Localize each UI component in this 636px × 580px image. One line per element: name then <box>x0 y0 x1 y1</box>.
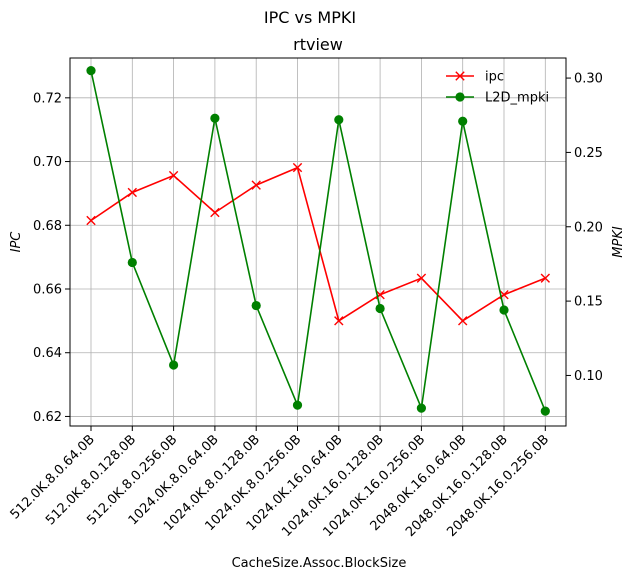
left-axis: 0.62 0.64 0.66 0.68 0.70 0.72 <box>33 91 70 425</box>
l2d-mpki-point <box>458 116 468 126</box>
ipc-point <box>416 273 427 283</box>
x-axis: 512.0K.8.0.64.0B512.0K.8.0.128.0B512.0K.… <box>8 426 552 540</box>
right-tick-label: 0.30 <box>574 72 603 87</box>
grid <box>70 58 566 426</box>
l2d-mpki-point <box>86 66 96 76</box>
left-tick-label: 0.66 <box>33 282 62 297</box>
l2d-mpki-point <box>210 113 220 123</box>
right-tick-label: 0.10 <box>574 369 603 384</box>
ipc-point <box>168 170 179 181</box>
plot-frame <box>69 57 567 427</box>
left-tick-label: 0.68 <box>33 219 62 234</box>
right-tick-label: 0.20 <box>574 220 603 235</box>
right-tick-label: 0.15 <box>574 295 603 310</box>
legend-label-ipc: ipc <box>485 70 504 85</box>
x-axis-label: CacheSize.Assoc.BlockSize <box>232 556 407 571</box>
legend-marker-ipc <box>455 71 465 81</box>
l2d-mpki-point <box>499 305 509 315</box>
l2d-mpki-point <box>540 406 550 416</box>
right-axis: 0.10 0.15 0.20 0.25 0.30 <box>566 72 603 384</box>
ipc-point <box>540 273 550 283</box>
chart-title: IPC vs MPKI <box>264 8 356 27</box>
right-tick-label: 0.25 <box>574 146 603 161</box>
ipc-point <box>458 316 468 326</box>
left-tick-label: 0.64 <box>33 346 62 361</box>
chart-subtitle: rtview <box>293 35 343 54</box>
series-layer <box>86 66 550 416</box>
l2d-mpki-point <box>251 300 261 311</box>
l2d-mpki-point <box>375 303 385 314</box>
legend-label-l2d-mpki: L2D_mpki <box>485 91 549 106</box>
ipc-point <box>127 187 137 198</box>
right-axis-label: MPKI <box>611 226 626 258</box>
legend-marker-l2d-mpki <box>455 92 465 102</box>
ipc-point <box>292 162 303 173</box>
ipc-point <box>334 316 344 326</box>
l2d-mpki-point <box>127 257 137 268</box>
ipc-point <box>210 207 220 218</box>
left-tick-label: 0.70 <box>33 155 62 170</box>
l2d-mpki-line <box>90 70 547 412</box>
l2d-mpki-point <box>334 115 344 125</box>
ipc-point <box>86 215 96 226</box>
left-axis-label: IPC <box>9 231 24 253</box>
left-tick-label: 0.62 <box>33 410 62 425</box>
ipc-point <box>251 180 261 190</box>
left-tick-label: 0.72 <box>33 91 62 106</box>
legend: ipc L2D_mpki <box>446 70 549 106</box>
l2d-mpki-point <box>169 360 179 370</box>
l2d-mpki-point <box>416 403 426 413</box>
l2d-mpki-point <box>292 400 303 410</box>
ipc-line <box>90 166 546 323</box>
